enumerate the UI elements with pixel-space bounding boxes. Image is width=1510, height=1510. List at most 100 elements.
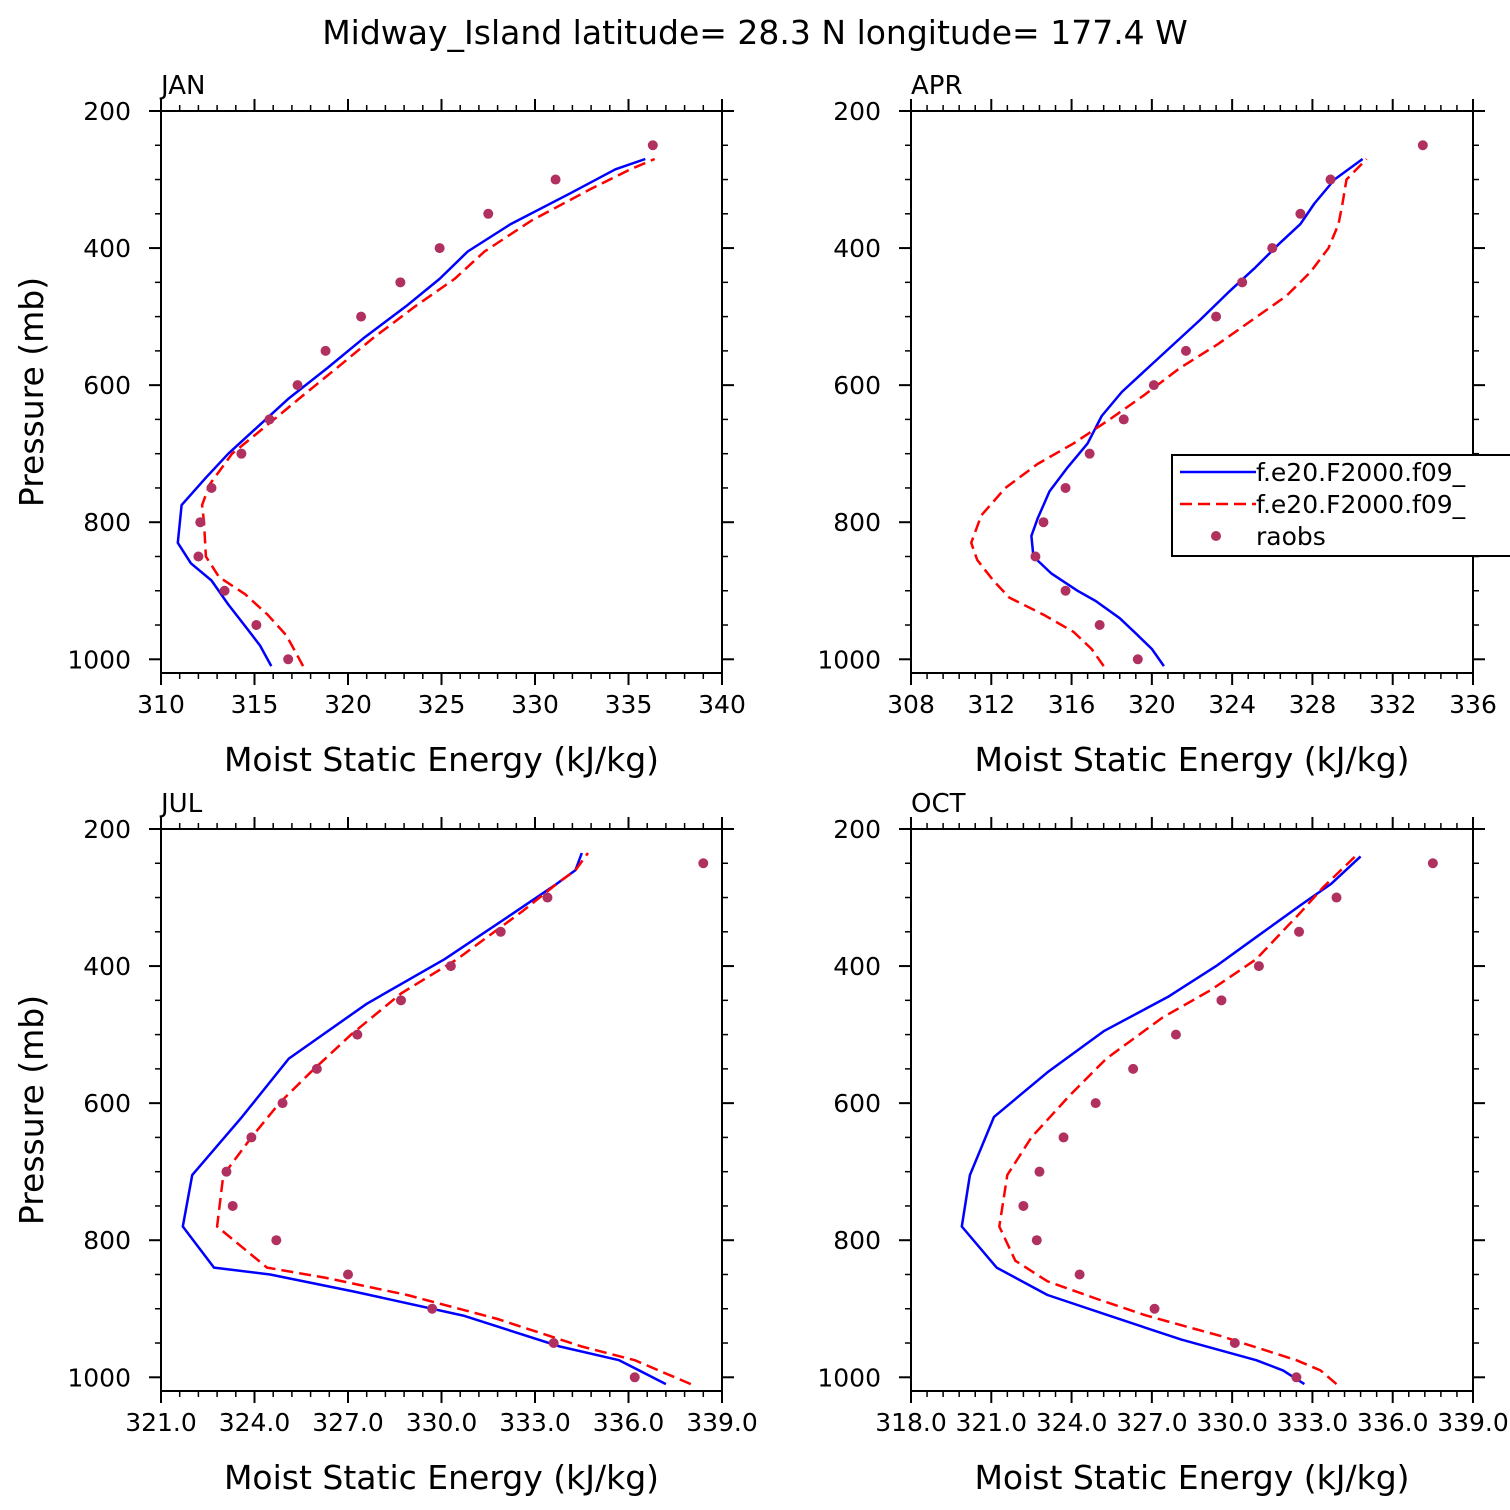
plot-area	[960, 855, 1438, 1386]
model2-line	[969, 158, 1368, 667]
y-axis-label: Pressure (mb)	[12, 995, 51, 1225]
raobs-point	[1090, 1098, 1101, 1109]
figure-title: Midway_Island latitude= 28.3 N longitude…	[322, 13, 1188, 52]
panel-label: JUL	[159, 789, 203, 819]
model1-line	[960, 855, 1362, 1386]
y-tick-label: 400	[83, 234, 131, 263]
x-tick-label: 312	[967, 690, 1015, 719]
raobs-point	[1180, 345, 1191, 356]
y-tick-label: 400	[833, 952, 881, 981]
y-tick-label: 800	[833, 508, 881, 537]
raobs-point	[1331, 892, 1342, 903]
model2-line	[200, 157, 656, 667]
x-tick-label: 324.0	[1036, 1408, 1108, 1437]
raobs-point	[1038, 517, 1049, 528]
y-tick-label: 600	[83, 1089, 131, 1118]
raobs-point	[1084, 448, 1095, 459]
plot-frame	[160, 828, 723, 1392]
raobs-point	[1291, 1372, 1302, 1383]
raobs-point	[1149, 1303, 1160, 1314]
raobs-point	[1237, 277, 1248, 288]
y-tick-label: 600	[833, 1089, 881, 1118]
x-tick-label: 327.0	[312, 1408, 384, 1437]
raobs-point	[1148, 380, 1159, 391]
model1-line	[1030, 157, 1364, 667]
raobs-point	[1118, 414, 1129, 425]
raobs-point	[1060, 482, 1071, 493]
x-tick-label: 336.0	[593, 1408, 665, 1437]
raobs-point	[219, 585, 230, 596]
raobs-point	[434, 243, 445, 254]
plot-frame	[160, 110, 723, 674]
raobs-point	[1170, 1029, 1181, 1040]
raobs-point	[1211, 311, 1222, 322]
x-tick-label: 330	[511, 690, 559, 719]
raobs-point	[427, 1303, 438, 1314]
raobs-point	[271, 1235, 282, 1246]
raobs-point	[1325, 174, 1336, 185]
raobs-point	[206, 482, 217, 493]
raobs-point	[1030, 551, 1041, 562]
raobs-point	[445, 961, 456, 972]
x-tick-label: 336.0	[1357, 1408, 1429, 1437]
x-tick-label: 320	[324, 690, 372, 719]
raobs-point	[548, 1338, 559, 1349]
raobs-point	[264, 414, 275, 425]
y-tick-label: 200	[83, 815, 131, 844]
raobs-point	[1128, 1063, 1139, 1074]
raobs-point	[1058, 1132, 1069, 1143]
raobs-point	[495, 926, 506, 937]
raobs-point	[1074, 1269, 1085, 1280]
panels: JAN 310 315 320 325 330 335 340 200 400 600 800 1000…	[12, 71, 1510, 1497]
x-tick-label: 336	[1449, 690, 1497, 719]
model1-line	[181, 852, 667, 1386]
x-axis-label: Moist Static Energy (kJ/kg)	[224, 1458, 659, 1497]
x-tick-label: 321.0	[125, 1408, 197, 1437]
raobs-point	[542, 892, 553, 903]
raobs-point	[236, 448, 247, 459]
plot-frame	[910, 828, 1474, 1392]
x-tick-label: 324.0	[219, 1408, 291, 1437]
panel-jul: JUL 321.0 324.0 327.0 330.0 333.0 336.0 339.0 20…	[12, 789, 758, 1497]
legend-marker-raobs	[1211, 531, 1221, 541]
model2-line	[998, 855, 1357, 1386]
raobs-point	[193, 551, 204, 562]
panel-label: APR	[911, 71, 963, 101]
raobs-point	[1229, 1338, 1240, 1349]
raobs-point	[1294, 926, 1305, 937]
y-tick-label: 200	[83, 97, 131, 126]
y-tick-label: 800	[83, 508, 131, 537]
raobs-point	[1060, 585, 1071, 596]
x-tick-label: 318.0	[875, 1408, 947, 1437]
raobs-point	[1018, 1200, 1029, 1211]
raobs-point	[1417, 140, 1428, 151]
x-tick-label: 327.0	[1116, 1408, 1188, 1437]
raobs-point	[550, 174, 561, 185]
panel-label: JAN	[159, 71, 205, 101]
y-tick-label: 400	[83, 952, 131, 981]
raobs-point	[1253, 961, 1264, 972]
raobs-point	[227, 1200, 238, 1211]
raobs-point	[251, 620, 262, 631]
raobs-point	[647, 140, 658, 151]
y-tick-label: 1000	[67, 1363, 131, 1392]
y-tick-label: 1000	[817, 1363, 881, 1392]
raobs-point	[395, 995, 406, 1006]
x-tick-label: 325	[418, 690, 466, 719]
raobs-point	[356, 311, 367, 322]
x-axis-label: Moist Static Energy (kJ/kg)	[974, 740, 1409, 779]
y-tick-label: 600	[83, 371, 131, 400]
x-tick-label: 324	[1208, 690, 1256, 719]
raobs-point	[343, 1269, 353, 1280]
raobs-point	[1094, 620, 1105, 631]
raobs-point	[698, 858, 709, 869]
raobs-point	[1132, 654, 1143, 665]
x-tick-label: 335	[605, 690, 653, 719]
raobs-point	[320, 345, 331, 356]
x-axis-label: Moist Static Energy (kJ/kg)	[974, 1458, 1409, 1497]
plot-area	[181, 852, 709, 1386]
plot-area	[969, 140, 1428, 667]
y-axis-label: Pressure (mb)	[12, 277, 51, 507]
x-tick-label: 308	[887, 690, 935, 719]
